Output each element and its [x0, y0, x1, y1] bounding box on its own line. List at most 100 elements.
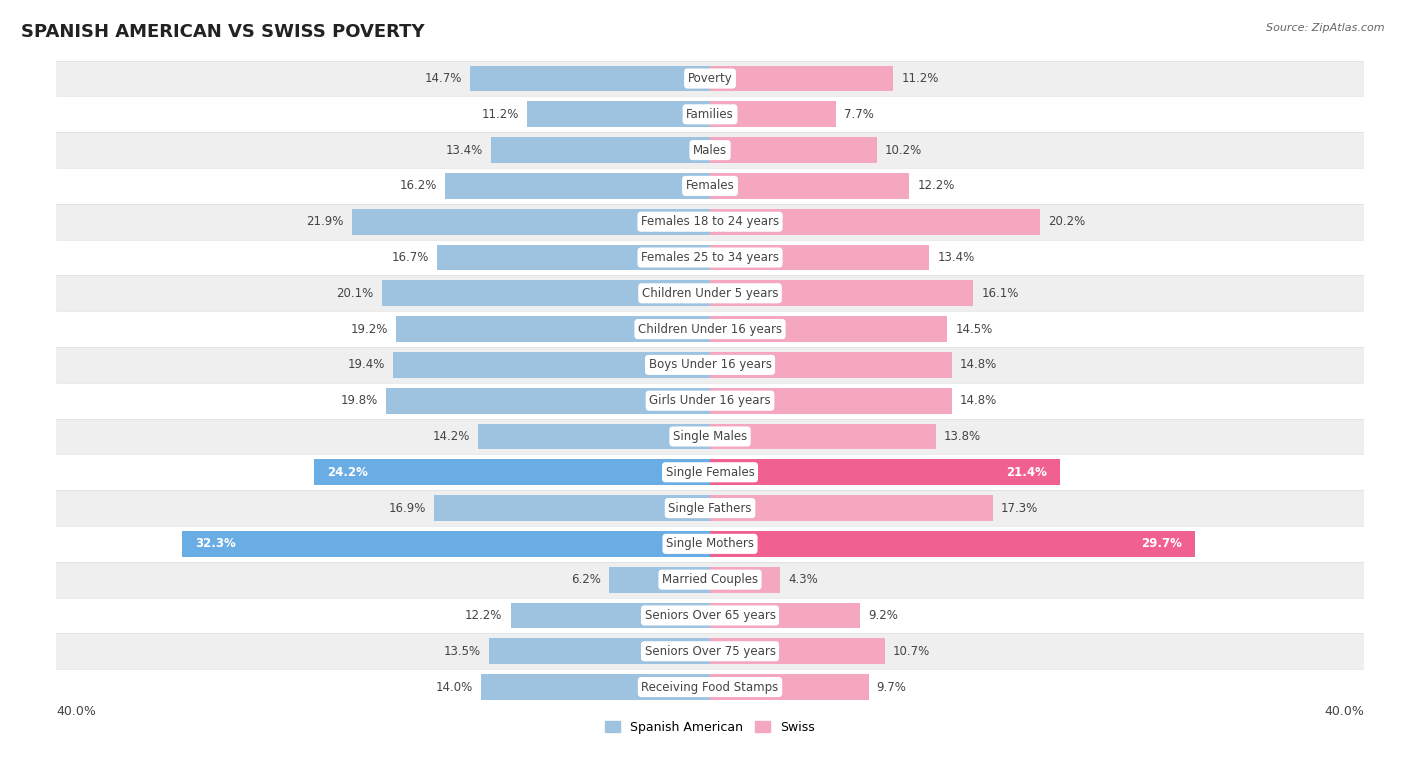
Text: 4.3%: 4.3% — [789, 573, 818, 586]
Text: 32.3%: 32.3% — [195, 537, 236, 550]
Text: 14.7%: 14.7% — [425, 72, 461, 85]
Bar — [510, 603, 710, 628]
Bar — [710, 424, 935, 449]
Bar — [470, 66, 710, 92]
Text: 20.1%: 20.1% — [336, 287, 374, 300]
Text: 24.2%: 24.2% — [328, 465, 368, 479]
Text: 16.9%: 16.9% — [388, 502, 426, 515]
Text: 16.2%: 16.2% — [399, 180, 437, 193]
Bar — [387, 388, 710, 414]
Text: 14.5%: 14.5% — [955, 323, 993, 336]
Bar — [352, 208, 710, 235]
Text: SPANISH AMERICAN VS SWISS POVERTY: SPANISH AMERICAN VS SWISS POVERTY — [21, 23, 425, 41]
Bar — [315, 459, 710, 485]
Text: 19.8%: 19.8% — [342, 394, 378, 407]
Bar — [56, 562, 1364, 597]
Text: 14.0%: 14.0% — [436, 681, 472, 694]
Text: 29.7%: 29.7% — [1142, 537, 1182, 550]
Bar — [489, 638, 710, 664]
Bar — [710, 245, 929, 271]
Text: Receiving Food Stamps: Receiving Food Stamps — [641, 681, 779, 694]
Text: 7.7%: 7.7% — [844, 108, 875, 121]
Bar — [434, 495, 710, 521]
Bar — [392, 352, 710, 377]
Text: 13.5%: 13.5% — [444, 645, 481, 658]
Bar — [56, 418, 1364, 454]
Text: 20.2%: 20.2% — [1049, 215, 1085, 228]
Bar — [437, 245, 710, 271]
Text: 40.0%: 40.0% — [56, 705, 96, 718]
Text: 40.0%: 40.0% — [1324, 705, 1364, 718]
Text: 9.2%: 9.2% — [869, 609, 898, 622]
Text: 14.8%: 14.8% — [960, 394, 997, 407]
Text: 10.7%: 10.7% — [893, 645, 931, 658]
Bar — [396, 316, 710, 342]
Bar — [56, 597, 1364, 634]
Text: Males: Males — [693, 143, 727, 157]
Text: Females 25 to 34 years: Females 25 to 34 years — [641, 251, 779, 264]
Text: Seniors Over 75 years: Seniors Over 75 years — [644, 645, 776, 658]
Text: Females 18 to 24 years: Females 18 to 24 years — [641, 215, 779, 228]
Text: Single Fathers: Single Fathers — [668, 502, 752, 515]
Bar — [710, 208, 1040, 235]
Text: 12.2%: 12.2% — [465, 609, 502, 622]
Bar — [56, 383, 1364, 418]
Text: 13.8%: 13.8% — [943, 430, 981, 443]
Bar — [56, 454, 1364, 490]
Bar — [56, 312, 1364, 347]
Text: Seniors Over 65 years: Seniors Over 65 years — [644, 609, 776, 622]
Text: Females: Females — [686, 180, 734, 193]
Bar — [56, 275, 1364, 312]
Bar — [381, 280, 710, 306]
Text: 16.7%: 16.7% — [391, 251, 429, 264]
Bar — [710, 603, 860, 628]
Bar — [56, 132, 1364, 168]
Bar — [56, 204, 1364, 240]
Text: 19.4%: 19.4% — [347, 359, 385, 371]
Text: Source: ZipAtlas.com: Source: ZipAtlas.com — [1267, 23, 1385, 33]
Bar — [56, 61, 1364, 96]
Bar — [710, 137, 877, 163]
Bar — [710, 531, 1195, 556]
Bar — [710, 459, 1060, 485]
Text: Families: Families — [686, 108, 734, 121]
Text: 11.2%: 11.2% — [481, 108, 519, 121]
Bar — [527, 102, 710, 127]
Bar — [710, 388, 952, 414]
Text: 14.2%: 14.2% — [433, 430, 470, 443]
Text: 13.4%: 13.4% — [938, 251, 974, 264]
Text: 16.1%: 16.1% — [981, 287, 1019, 300]
Text: Children Under 16 years: Children Under 16 years — [638, 323, 782, 336]
Bar — [446, 173, 710, 199]
Bar — [710, 638, 884, 664]
Text: Poverty: Poverty — [688, 72, 733, 85]
Bar — [481, 674, 710, 700]
Bar — [710, 316, 948, 342]
Text: 17.3%: 17.3% — [1001, 502, 1038, 515]
Bar — [183, 531, 710, 556]
Text: 10.2%: 10.2% — [884, 143, 922, 157]
Bar — [478, 424, 710, 449]
Text: Girls Under 16 years: Girls Under 16 years — [650, 394, 770, 407]
Bar — [710, 674, 869, 700]
Text: Children Under 5 years: Children Under 5 years — [641, 287, 779, 300]
Bar — [710, 352, 952, 377]
Legend: Spanish American, Swiss: Spanish American, Swiss — [605, 721, 815, 735]
Bar — [491, 137, 710, 163]
Bar — [710, 66, 893, 92]
Bar — [710, 495, 993, 521]
Bar — [56, 490, 1364, 526]
Text: 21.4%: 21.4% — [1005, 465, 1046, 479]
Text: Married Couples: Married Couples — [662, 573, 758, 586]
Text: 13.4%: 13.4% — [446, 143, 482, 157]
Bar — [56, 526, 1364, 562]
Bar — [710, 567, 780, 593]
Bar — [710, 280, 973, 306]
Bar — [609, 567, 710, 593]
Bar — [710, 173, 910, 199]
Bar — [56, 168, 1364, 204]
Text: Boys Under 16 years: Boys Under 16 years — [648, 359, 772, 371]
Text: 9.7%: 9.7% — [877, 681, 907, 694]
Bar — [56, 347, 1364, 383]
Bar — [56, 240, 1364, 275]
